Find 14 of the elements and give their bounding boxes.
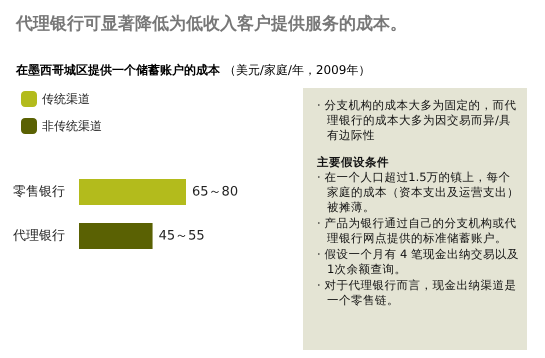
text: 主要假设条件 [317,155,390,170]
text: · 对于代理银行而言，现金出纳渠道是一个零售链。 [317,278,518,308]
text: · 分支机构的成本大多为固定的，而代理银行的成本大多为因交易而异/具有边际性 [317,98,518,143]
chart-title: 代理银行可显著降低为低收入客户提供服务的成本。 [16,13,407,35]
legend-label: 非传统渠道 [42,119,102,133]
text: · 产品为银行通过自己的分支机构或代理银行网点提供的标准储蓄账户。 [317,216,518,246]
y-tick-label: 零售银行 [13,184,65,200]
y-tick-label: 代理银行 [12,228,65,244]
chart-subtitle: 在墨西哥城区提供一个储蓄账户的成本（美元/家庭/年，2009年） [16,62,370,79]
text: · 假设一个月有 4 笔现金出纳交易以及1次余额查询。 [317,247,520,277]
legend-label: 传统渠道 [42,92,90,106]
data-label: 45～55 [158,228,205,244]
data-label: 65～80 [192,184,238,200]
text: · 在一个人口超过1.5万的镇上，每个家庭的成本（资本支出及运营支出）被摊薄。 [317,170,520,215]
